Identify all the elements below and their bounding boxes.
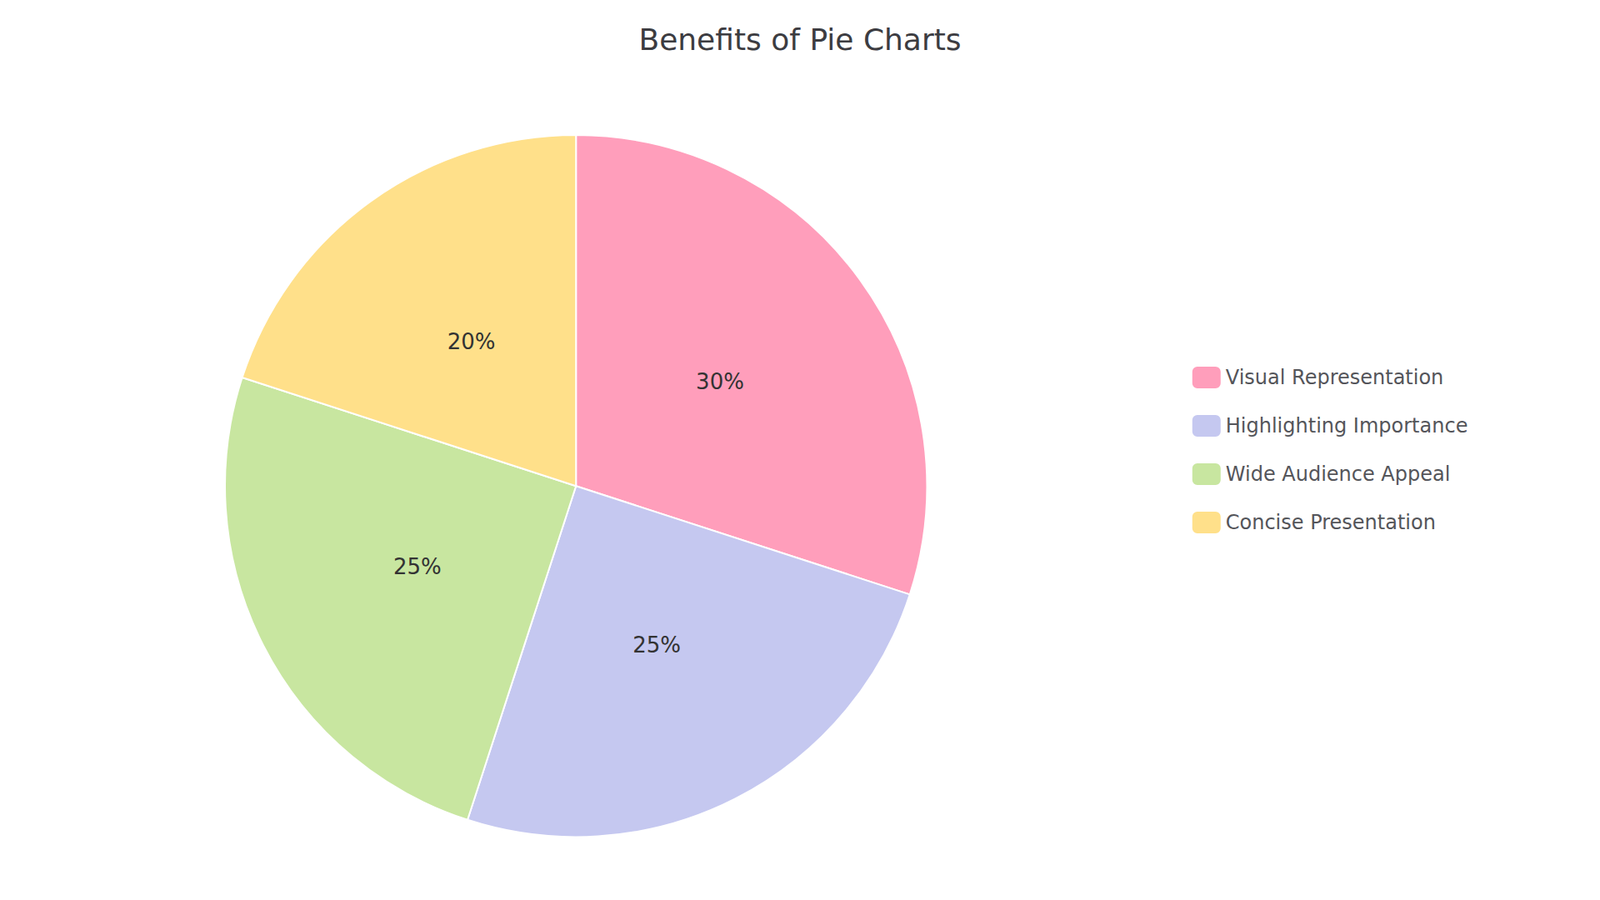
svg-text:30%: 30% <box>695 369 745 395</box>
svg-text:Highlighting Importance: Highlighting Importance <box>1225 414 1469 438</box>
svg-text:Benefits of Pie Charts: Benefits of Pie Charts <box>638 22 961 57</box>
svg-text:Visual Representation: Visual Representation <box>1225 365 1445 390</box>
svg-text:Wide Audience Appeal: Wide Audience Appeal <box>1225 462 1451 486</box>
svg-text:25%: 25% <box>632 632 681 658</box>
svg-text:25%: 25% <box>393 554 442 580</box>
svg-text:Concise Presentation: Concise Presentation <box>1225 510 1436 535</box>
svg-text:20%: 20% <box>447 329 496 355</box>
